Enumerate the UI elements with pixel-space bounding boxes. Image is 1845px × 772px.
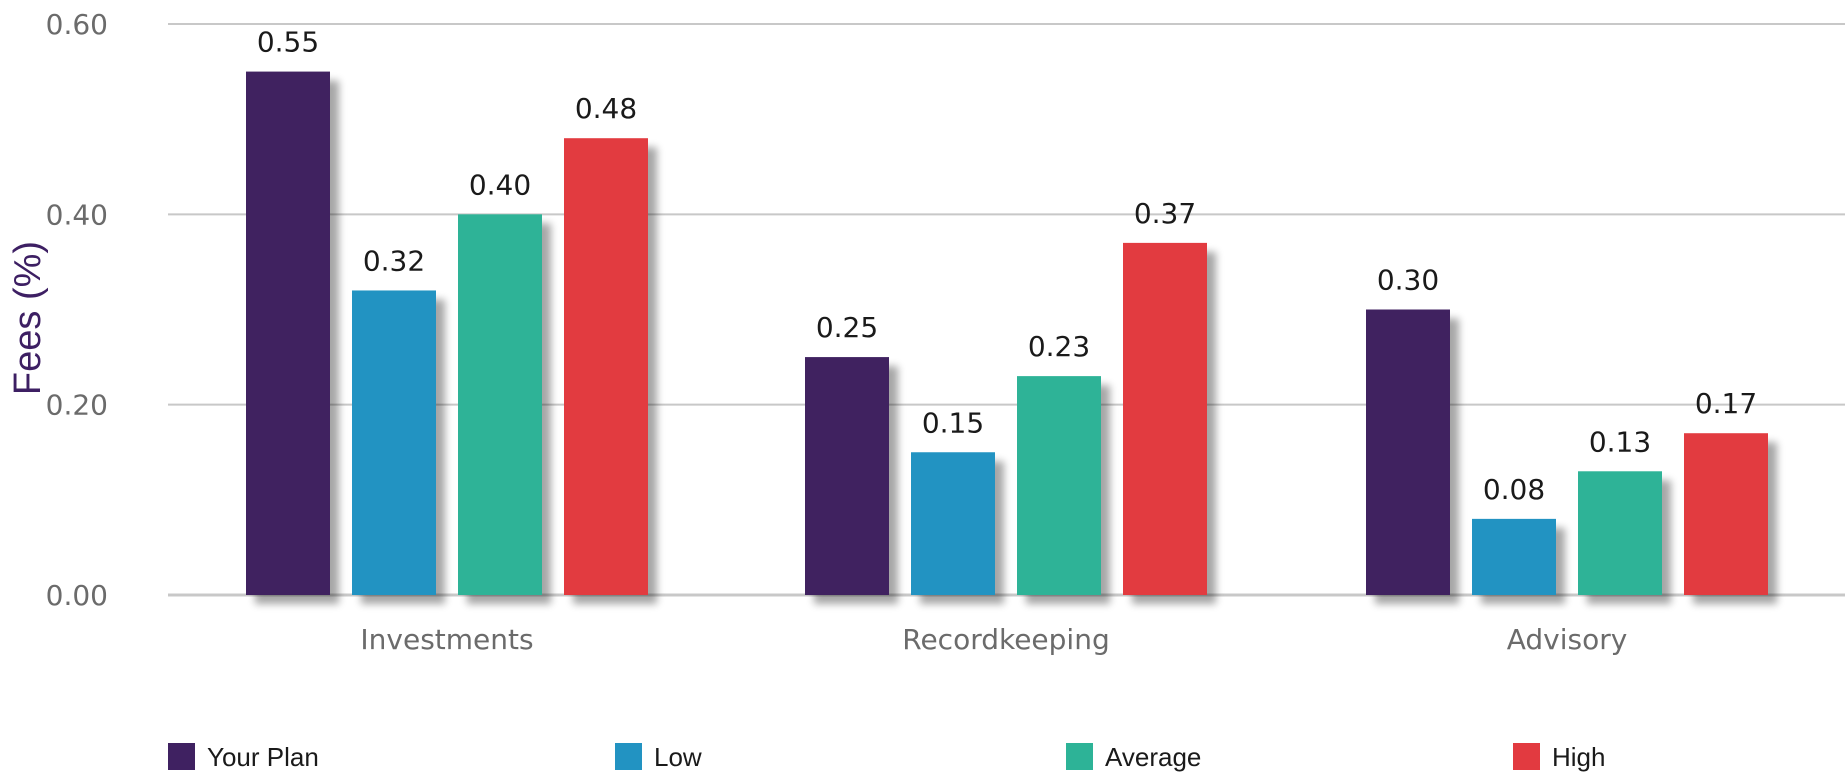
- bar-average-advisory: [1578, 471, 1662, 595]
- bar-low-advisory: [1472, 518, 1556, 595]
- data-label: 0.08: [1483, 473, 1545, 506]
- data-label: 0.55: [257, 26, 319, 59]
- category-label: Investments: [360, 623, 533, 656]
- bar-your-plan-recordkeeping: [805, 357, 889, 595]
- data-label: 0.48: [575, 92, 637, 125]
- category-label: Recordkeeping: [902, 623, 1109, 656]
- legend-swatch: [615, 743, 642, 770]
- data-label: 0.17: [1695, 387, 1757, 420]
- data-label: 0.23: [1028, 330, 1090, 363]
- y-tick-label: 0.60: [46, 8, 108, 41]
- data-label: 0.37: [1134, 197, 1196, 230]
- bar-your-plan-advisory: [1366, 309, 1450, 595]
- legend-label: Low: [654, 742, 702, 772]
- data-label: 0.30: [1377, 264, 1439, 297]
- data-label: 0.13: [1589, 425, 1651, 458]
- y-tick-label: 0.20: [46, 389, 108, 422]
- category-labels: Investments Recordkeeping Advisory: [360, 623, 1627, 656]
- data-label: 0.40: [469, 168, 531, 201]
- y-axis-ticks: 0.00 0.20 0.40 0.60: [46, 8, 108, 612]
- legend-label: Average: [1105, 742, 1201, 772]
- bar-low-recordkeeping: [911, 452, 995, 595]
- legend-swatch: [168, 743, 195, 770]
- bar-low-investments: [352, 290, 436, 595]
- bar-high-investments: [564, 138, 648, 595]
- y-tick-label: 0.00: [46, 579, 108, 612]
- data-label: 0.15: [922, 406, 984, 439]
- legend-label: Your Plan: [207, 742, 319, 772]
- y-axis-label: Fees (%): [7, 241, 49, 395]
- legend-swatch: [1066, 743, 1093, 770]
- bars: [246, 71, 1768, 596]
- bar-average-investments: [458, 214, 542, 596]
- legend-label: High: [1552, 742, 1605, 772]
- gridlines: [168, 23, 1845, 597]
- bar-average-recordkeeping: [1017, 376, 1101, 595]
- y-tick-label: 0.40: [46, 198, 108, 231]
- data-labels: 0.55 0.32 0.40 0.48 0.25 0.15 0.23 0.37 0.30 0.08…: [257, 26, 1757, 506]
- category-label: Advisory: [1507, 623, 1628, 656]
- data-label: 0.32: [363, 244, 425, 277]
- bar-your-plan-investments: [246, 71, 330, 596]
- legend-swatch: [1513, 743, 1540, 770]
- legend: Your Plan Low Average High: [168, 742, 1605, 772]
- data-label: 0.25: [816, 311, 878, 344]
- bar-high-advisory: [1684, 433, 1768, 595]
- bar-high-recordkeeping: [1123, 242, 1207, 595]
